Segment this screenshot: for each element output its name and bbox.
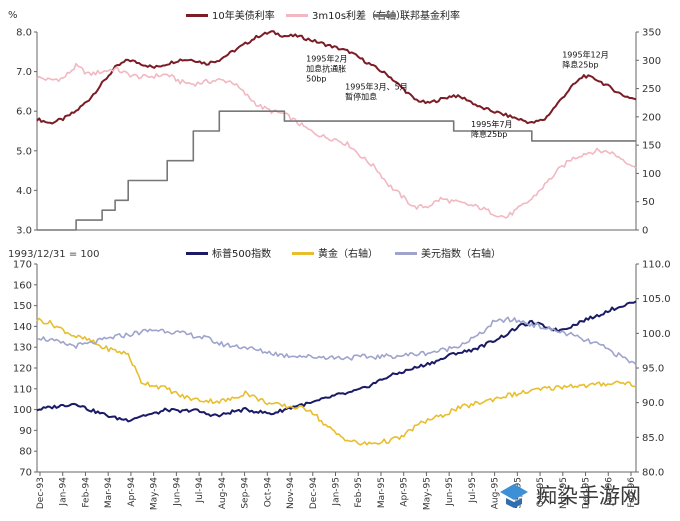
bot-left-tick-label: 120: [13, 364, 32, 375]
x-tick-label: May-94: [150, 477, 160, 510]
bottom-chart: 1993/12/31 = 100 70 80 90 100 110 120 130 140 15…: [8, 247, 671, 510]
top-right-tick-label: 0: [642, 226, 648, 237]
bot-left-tick-label: 90: [19, 426, 32, 437]
top-legend-label: 10年美债利率: [212, 9, 275, 22]
annotation-0-line-2: 50bp: [306, 75, 326, 84]
bot-left-tick-label: 100: [13, 405, 32, 416]
annotation-2-line-0: 1995年7月: [471, 119, 512, 129]
bot-left-tick-label: 80: [19, 447, 32, 458]
bot-left-tick-label: 70: [19, 468, 32, 479]
top-legend-label: 联邦基金利率: [400, 9, 460, 22]
bot-left-tick-label: 140: [13, 322, 32, 333]
x-tick-label: Dec-94: [309, 477, 319, 509]
top-chart: % 3.0 4.0 5.0 6.0 7.0 8.0 0 50 100 150 200 250 300 3…: [8, 9, 661, 237]
bottom-series-lines: [36, 300, 637, 446]
top-legend-label: 3m10s利差（右轴）: [312, 9, 406, 22]
bot-left-tick-label: 170: [13, 260, 32, 271]
top-left-tick-label: 5.0: [16, 146, 32, 157]
bot-right-tick-label: 110.0: [642, 260, 671, 271]
bot-right-tick-label: 95.0: [642, 364, 664, 375]
x-tick-label: Feb-95: [354, 477, 364, 508]
bot-left-tick-label: 150: [13, 301, 32, 312]
x-tick-label: May-95: [422, 477, 432, 510]
top-right-tick-label: 200: [642, 112, 661, 123]
x-tick-label: Jun-94: [172, 477, 182, 507]
top-left-tick-label: 6.0: [16, 107, 32, 118]
top-left-tick-label: 3.0: [16, 226, 32, 237]
top-series-lines: [36, 30, 637, 231]
bot-left-tick-label: 160: [13, 280, 32, 291]
bottom-right-axis: 80.0 85.0 90.0 95.0 100.0 105.0 110.0: [635, 260, 671, 479]
bot-series-line-2: [36, 316, 637, 366]
top-right-tick-label: 150: [642, 141, 661, 152]
x-tick-label: Apr-95: [400, 477, 410, 507]
x-tick-label: Nov-95: [559, 477, 569, 509]
watermark-text: 痴染手游网: [536, 484, 641, 508]
x-tick-label: Mar-95: [377, 477, 387, 508]
bot-right-tick-label: 80.0: [642, 468, 664, 479]
x-tick-label: Feb-96: [627, 477, 637, 508]
top-y-axis-label: %: [8, 10, 18, 21]
bot-right-tick-label: 100.0: [642, 329, 671, 340]
bot-right-tick-label: 105.0: [642, 294, 671, 305]
top-right-tick-label: 300: [642, 56, 661, 67]
x-tick-label: Jan-94: [59, 477, 69, 507]
x-tick-label: Dec-93: [36, 477, 46, 509]
bot-right-tick-label: 85.0: [642, 433, 664, 444]
x-tick-label: Dec-95: [582, 477, 592, 509]
x-tick-label: Apr-94: [127, 477, 137, 507]
annotation-2-line-1: 降息25bp: [471, 129, 507, 139]
bot-legend-label: 标普500指数: [212, 247, 271, 260]
x-tick-label: Sep-94: [241, 477, 251, 509]
top-left-axis: 3.0 4.0 5.0 6.0 7.0 8.0: [16, 28, 636, 237]
bottom-left-axis: 70 80 90 100 110 120 130 140 150 160 170: [13, 260, 636, 479]
top-left-tick-label: 4.0: [16, 186, 32, 197]
watermark-icon: [500, 484, 528, 508]
annotation-0-line-1: 加息抗通胀: [306, 64, 346, 74]
x-tick-label: Aug-95: [491, 477, 501, 509]
bot-legend-label: 美元指数（右轴）: [421, 247, 501, 260]
top-series-line-1: [36, 62, 637, 219]
bot-legend-label: 黄金（右轴）: [318, 247, 378, 260]
x-tick-label: Nov-94: [286, 477, 296, 509]
top-right-tick-label: 50: [642, 197, 655, 208]
bot-right-tick-label: 90.0: [642, 398, 664, 409]
annotation-3-line-1: 降息25bp: [562, 60, 598, 70]
annotation-1-line-1: 暂停加息: [345, 91, 377, 101]
x-tick-label: Oct-95: [536, 477, 546, 507]
x-tick-label: Mar-94: [104, 477, 114, 508]
x-tick-label: Feb-94: [81, 477, 91, 508]
annotation-1-line-0: 1995年3月、5月: [345, 81, 408, 91]
annotation-0-line-0: 1995年2月: [306, 54, 347, 64]
bot-left-tick-label: 110: [13, 384, 32, 395]
x-tick-label: Jun-95: [445, 477, 455, 507]
annotation-3-line-0: 1995年12月: [562, 50, 609, 60]
top-right-axis: 0 50 100 150 200 250 300 350: [635, 28, 661, 237]
x-tick-label: Jul-94: [195, 477, 205, 504]
bottom-legend: 标普500指数 黄金（右轴） 美元指数（右轴）: [186, 247, 501, 260]
top-left-tick-label: 8.0: [16, 28, 32, 39]
x-tick-label: Oct-94: [263, 477, 273, 508]
top-right-tick-label: 250: [642, 84, 661, 95]
bot-left-tick-label: 130: [13, 343, 32, 354]
x-tick-label: Jan-96: [604, 477, 614, 507]
x-tick-label: Jul-95: [468, 477, 478, 504]
x-tick-label: Jan-95: [332, 477, 342, 507]
top-legend: 10年美债利率 3m10s利差（右轴）联邦基金利率: [186, 9, 460, 22]
top-right-tick-label: 350: [642, 28, 661, 39]
x-tick-label: Aug-94: [218, 477, 228, 510]
bot-series-line-0: [36, 300, 637, 423]
bottom-y-axis-label: 1993/12/31 = 100: [8, 249, 99, 260]
watermark-logo: 痴染手游网: [500, 484, 641, 508]
top-series-line-0: [36, 30, 637, 125]
top-right-tick-label: 100: [642, 169, 661, 180]
top-annotations: 1995年2月加息抗通胀50bp1995年3月、5月暂停加息1995年7月降息2…: [306, 50, 609, 139]
top-series-line-2: [37, 110, 636, 231]
top-left-tick-label: 7.0: [16, 67, 32, 78]
bot-series-line-1: [36, 317, 637, 446]
